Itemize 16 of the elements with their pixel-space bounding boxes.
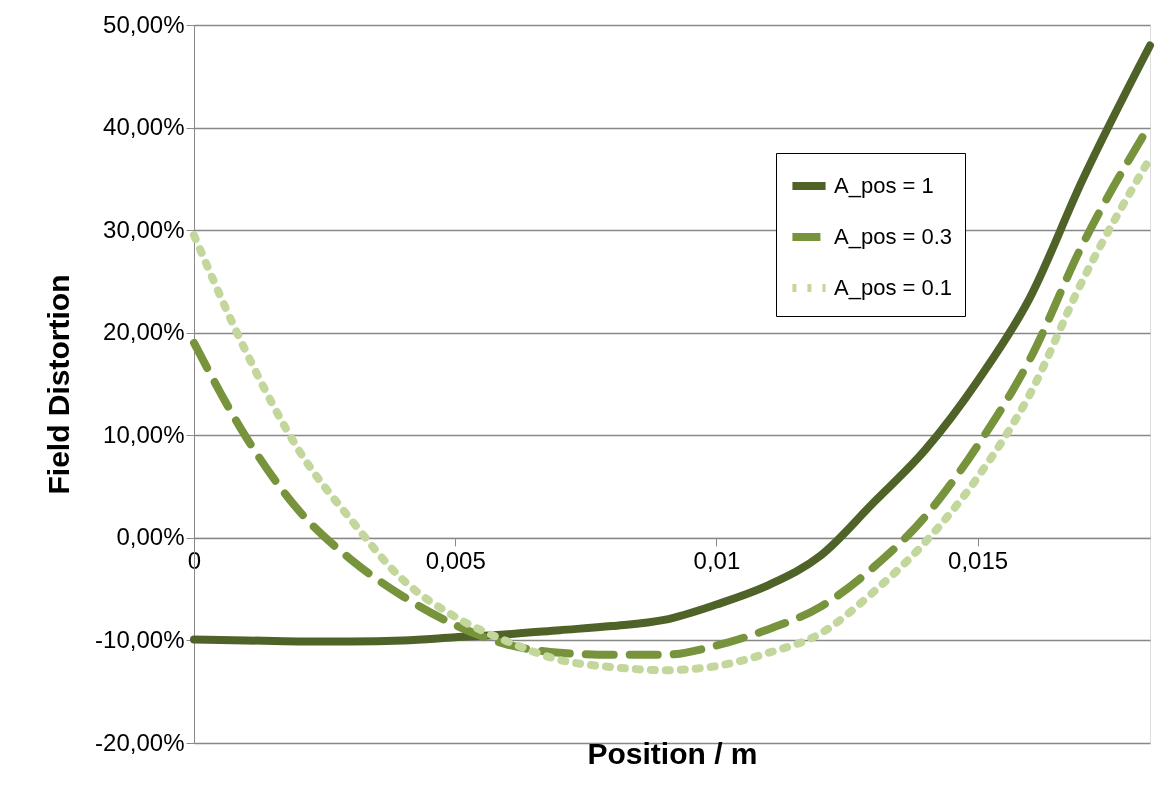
x-axis-title: Position / m (587, 736, 758, 770)
x-tick-label: 0,005 (425, 547, 486, 575)
x-tick-label: 0,015 (948, 547, 1009, 575)
y-tick-label: 20,00% (103, 318, 185, 346)
y-tick-label: 0,00% (116, 523, 185, 551)
legend-label: A_pos = 0.1 (834, 275, 953, 300)
y-tick-label: 10,00% (103, 420, 185, 448)
y-tick-label: 40,00% (103, 113, 185, 141)
y-axis-title: Field Distortion (42, 274, 76, 495)
y-tick-label: -10,00% (95, 625, 185, 653)
y-tick-label: -20,00% (95, 728, 185, 756)
y-tick-label: 50,00% (103, 10, 185, 38)
legend-label: A_pos = 0.3 (834, 224, 953, 249)
x-tick-label: 0,01 (693, 547, 741, 575)
y-tick-label: 30,00% (103, 215, 185, 243)
legend-label: A_pos = 1 (834, 173, 934, 198)
